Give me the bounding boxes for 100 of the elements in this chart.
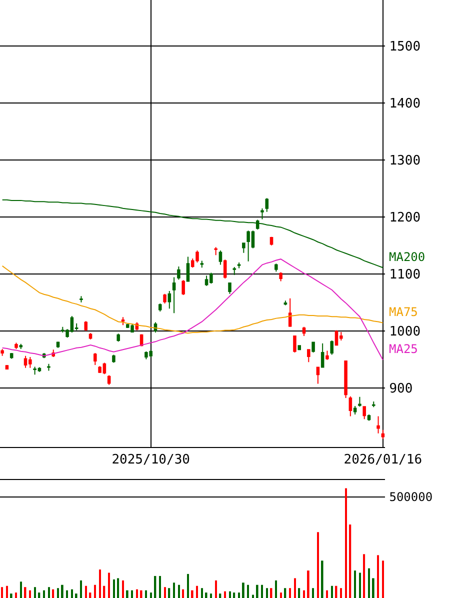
bar <box>280 592 282 598</box>
candlestick <box>56 341 60 348</box>
bar <box>289 588 291 598</box>
candlestick <box>367 414 371 422</box>
candlestick <box>186 256 190 282</box>
x-tick-label: 2025/10/30 <box>112 452 190 468</box>
bar <box>363 554 366 598</box>
bar <box>145 590 147 598</box>
bar <box>187 574 189 598</box>
candlestick <box>288 298 292 328</box>
bar <box>122 580 124 598</box>
bar <box>29 590 31 598</box>
candlestick <box>376 416 380 434</box>
bar <box>108 572 110 598</box>
bar <box>164 587 166 598</box>
candlestick <box>177 266 180 280</box>
bar <box>210 594 212 598</box>
candlestick <box>316 366 320 384</box>
bar <box>117 578 120 598</box>
candlestick <box>348 396 352 417</box>
bar <box>99 570 101 598</box>
candlestick <box>260 208 264 220</box>
bar <box>48 587 50 598</box>
bar <box>196 586 198 598</box>
candlestick <box>80 296 83 303</box>
x-tick-label: 2026/01/16 <box>344 452 422 468</box>
candlestick <box>47 363 50 372</box>
y-tick-label: 500000 <box>389 490 433 504</box>
y-tick-label: 1400 <box>389 96 421 112</box>
bar <box>191 590 194 598</box>
bar <box>85 586 87 598</box>
bar <box>261 584 263 598</box>
candlestick <box>116 333 120 342</box>
candlestick <box>326 350 329 360</box>
bar <box>321 560 324 598</box>
bar <box>349 524 352 598</box>
candlestick <box>265 198 269 212</box>
bar <box>178 584 180 598</box>
bar <box>103 586 106 598</box>
candlestick <box>274 263 278 272</box>
bar <box>89 592 92 598</box>
candlestick <box>312 342 315 353</box>
candlestick <box>344 360 348 399</box>
bar <box>354 570 356 598</box>
series-label: MA75 <box>389 305 418 319</box>
bar <box>219 594 222 598</box>
y-tick-label: 1500 <box>389 40 421 55</box>
y-tick-label: 1100 <box>389 267 421 282</box>
bar <box>307 570 310 598</box>
y-tick-label: 900 <box>389 381 413 396</box>
candlestick <box>14 342 18 350</box>
bar <box>71 589 73 598</box>
bar <box>10 594 12 598</box>
bar <box>113 579 115 598</box>
candlestick <box>279 272 282 282</box>
candlestick <box>172 276 176 314</box>
bar <box>94 584 96 598</box>
bar <box>377 555 379 598</box>
bar <box>303 590 305 598</box>
candlestick <box>237 262 241 269</box>
candlestick <box>320 342 324 368</box>
candlestick <box>200 260 204 268</box>
line-series <box>2 258 384 360</box>
bar <box>266 588 268 598</box>
y-tick-label: 1000 <box>389 324 421 340</box>
bar <box>294 578 296 598</box>
candlestick <box>358 396 362 408</box>
bar <box>38 592 40 598</box>
candlestick <box>372 400 376 408</box>
bar <box>284 588 286 598</box>
candlestick <box>232 266 236 276</box>
bar <box>131 590 133 598</box>
bar <box>359 572 361 598</box>
bar <box>182 589 184 598</box>
candlestick <box>381 429 385 440</box>
bar <box>140 590 142 598</box>
bar <box>252 594 254 598</box>
bar <box>75 594 78 598</box>
bar <box>61 584 64 598</box>
candlestick <box>218 250 222 266</box>
bar <box>340 588 342 598</box>
y-tick-label: 1200 <box>389 210 421 226</box>
bar <box>215 580 217 598</box>
bar <box>24 587 26 598</box>
bar <box>168 588 170 598</box>
candlestick <box>228 282 232 294</box>
bar <box>238 592 240 598</box>
series-label: MA200 <box>389 250 426 264</box>
candlestick <box>0 348 4 356</box>
line-series <box>2 199 384 268</box>
candlestick <box>223 259 227 279</box>
bar <box>382 560 384 598</box>
bar <box>150 592 152 598</box>
bar <box>275 580 277 598</box>
candlestick <box>19 343 23 350</box>
bar <box>205 592 208 598</box>
bar <box>256 584 258 598</box>
bar <box>1 587 4 598</box>
candlestick <box>307 349 310 363</box>
bar <box>345 488 347 598</box>
